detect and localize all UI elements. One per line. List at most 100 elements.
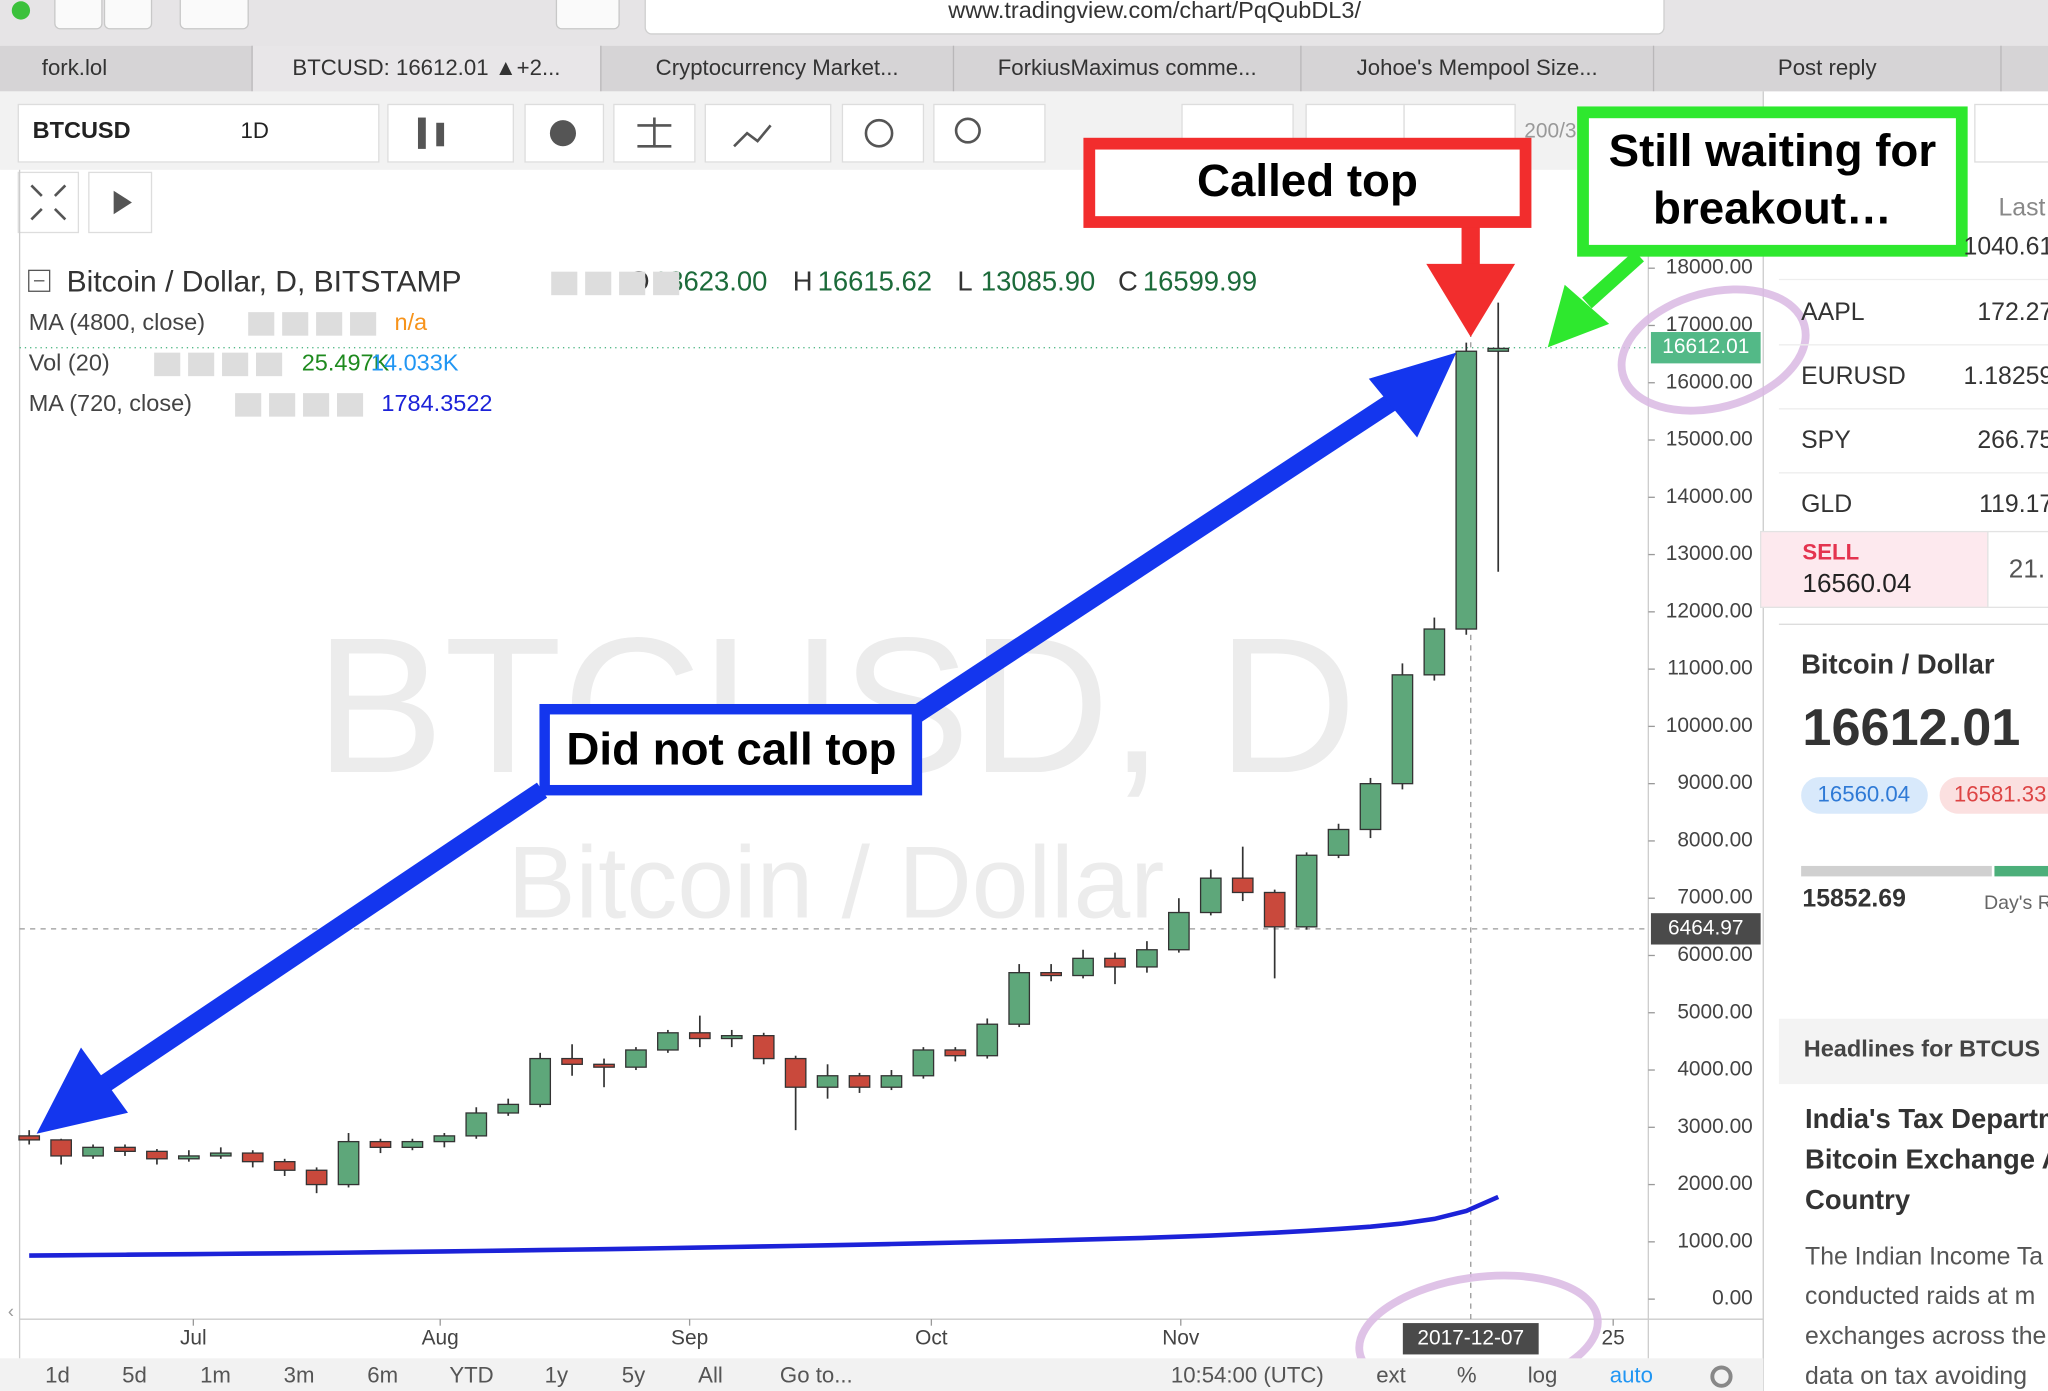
indicator-value: 25.497K [302, 350, 390, 376]
play-icon [113, 190, 132, 215]
candle-body [561, 1057, 583, 1065]
indicator-name: Vol (20) [29, 350, 110, 376]
range-bar [1801, 865, 1992, 877]
fullscreen-button[interactable] [17, 171, 80, 234]
watch-symbol[interactable]: EURUSD [1801, 363, 1906, 390]
symbol-box[interactable] [17, 103, 380, 163]
legend-icon[interactable] [154, 352, 181, 377]
panel-button[interactable] [1974, 103, 2048, 163]
ask: 16581.33 [1954, 781, 2047, 806]
highlight-circle [1355, 1271, 1602, 1391]
range-button[interactable]: All [698, 1362, 723, 1387]
legend-icon[interactable] [585, 271, 612, 296]
blue-box [539, 703, 923, 796]
tab[interactable]: Post reply [1778, 55, 1878, 80]
extension-button[interactable] [555, 0, 620, 30]
watermark: Bitcoin / Dollar [508, 826, 1165, 940]
scroll-left[interactable]: ‹ [8, 1300, 14, 1321]
interval[interactable]: 1D [241, 118, 269, 143]
range-button[interactable]: 5d [122, 1362, 147, 1387]
ohlc-value: 16615.62 [818, 266, 932, 297]
tab[interactable]: Cryptocurrency Market... [656, 55, 899, 80]
watch-symbol[interactable]: GLD [1801, 491, 1852, 518]
range-button[interactable]: YTD [449, 1362, 493, 1387]
candle-body [337, 1140, 360, 1186]
legend-icon[interactable] [336, 393, 364, 417]
x-tick-label: Aug [422, 1326, 459, 1349]
tab[interactable]: Johoe's Mempool Size... [1357, 55, 1598, 80]
ohlc-value: 16599.99 [1143, 266, 1257, 297]
sell-button[interactable] [1759, 530, 1989, 608]
candle-body [752, 1035, 775, 1060]
y-tick-label: 7000.00 [1677, 886, 1752, 909]
candle-body [497, 1103, 520, 1114]
indicator-value: 14.033K [371, 350, 459, 376]
ma-line [29, 1194, 1500, 1258]
range-button[interactable]: 1m [200, 1362, 231, 1387]
watch-symbol[interactable]: AAPL [1801, 299, 1864, 326]
detail-name: Bitcoin / Dollar [1801, 648, 1995, 679]
legend-icon[interactable] [282, 312, 309, 336]
legend-icon[interactable] [235, 393, 262, 417]
scale-option[interactable]: log [1528, 1362, 1558, 1387]
blue-arrowhead [1368, 352, 1457, 438]
scale-option[interactable]: % [1457, 1362, 1477, 1387]
news-body: The Indian Income Ta [1805, 1243, 2043, 1270]
tab[interactable]: ForkiusMaximus comme... [998, 55, 1257, 80]
sidebar-button[interactable] [179, 0, 249, 30]
detail-price: 16612.01 [1802, 699, 2020, 757]
candle-body [1455, 350, 1478, 630]
range-button[interactable]: 6m [367, 1362, 398, 1387]
back-button[interactable] [54, 0, 103, 30]
red-box [1083, 137, 1532, 228]
y-tick-label: 14000.00 [1666, 485, 1753, 508]
y-tick-label: 5000.00 [1677, 1000, 1752, 1023]
tab[interactable]: BTCUSD: 16612.01 ▲+2... [292, 55, 560, 80]
legend-icon[interactable] [316, 312, 343, 336]
window-button[interactable] [11, 1, 31, 20]
active-tab [252, 45, 601, 92]
legend-icon[interactable] [256, 352, 283, 377]
candle-body [146, 1150, 168, 1160]
range-button[interactable]: 5y [622, 1362, 646, 1387]
range-button[interactable]: Go to... [780, 1362, 853, 1387]
candle-body [1136, 949, 1158, 968]
scale-option[interactable]: auto [1610, 1362, 1653, 1387]
candle-body [1423, 628, 1446, 676]
settings-icon[interactable] [1710, 1365, 1733, 1388]
news-header-bg [1778, 1018, 2048, 1085]
collapse-button[interactable] [28, 269, 51, 292]
legend-icon[interactable] [222, 352, 249, 377]
range-button[interactable]: 1d [45, 1362, 70, 1387]
annotation: breakout… [1653, 183, 1892, 234]
legend-icon[interactable] [653, 271, 680, 296]
candle-body [720, 1035, 743, 1040]
legend-icon[interactable] [248, 312, 275, 336]
candle-body [976, 1023, 999, 1057]
watch-symbol[interactable]: SPY [1801, 427, 1851, 454]
news-title[interactable]: India's Tax Departm [1805, 1103, 2048, 1134]
forward-button[interactable] [103, 0, 153, 30]
legend-icon[interactable] [269, 393, 296, 417]
sell-label: SELL [1802, 540, 1859, 565]
legend-icon[interactable] [619, 271, 646, 296]
legend-icon[interactable] [188, 352, 215, 377]
news-title[interactable]: Country [1805, 1184, 1911, 1215]
address-bar[interactable] [644, 0, 1665, 35]
legend-icon[interactable] [350, 312, 377, 336]
legend-icon[interactable] [303, 393, 330, 417]
green-arrowhead [1547, 284, 1610, 348]
range-button[interactable]: 1y [545, 1362, 569, 1387]
last-price-tag [1650, 332, 1761, 364]
tab[interactable]: fork.lol [42, 55, 107, 80]
candle-body [1199, 877, 1222, 914]
candle-body [1327, 828, 1350, 856]
scale-option[interactable]: ext [1376, 1362, 1406, 1387]
range-button[interactable]: 3m [284, 1362, 315, 1387]
symbol[interactable]: BTCUSD [33, 117, 131, 143]
candle-body [688, 1032, 711, 1040]
news-title[interactable]: Bitcoin Exchange A [1805, 1143, 2048, 1174]
legend-icon[interactable] [551, 271, 578, 296]
buy-button[interactable] [1987, 530, 2048, 608]
